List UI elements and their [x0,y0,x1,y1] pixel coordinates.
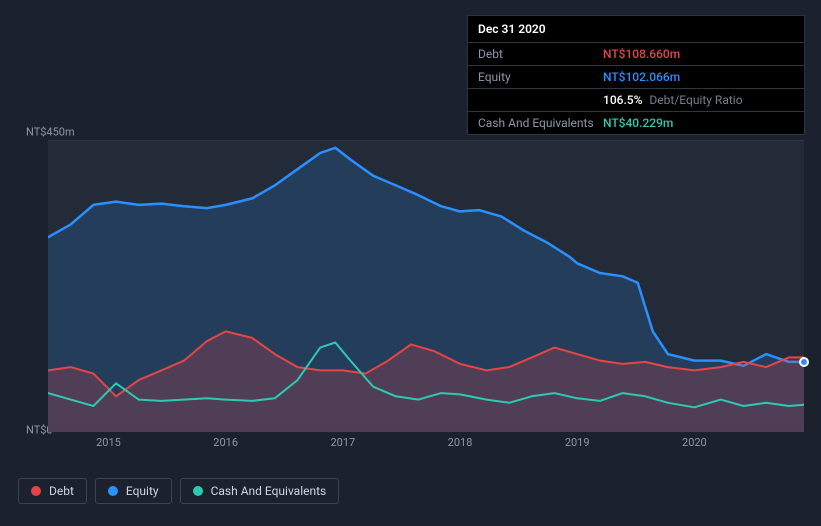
tooltip-row: DebtNT$108.660m [468,43,804,66]
x-tick: 2019 [565,436,590,449]
tooltip-row: Cash And EquivalentsNT$40.229m [468,112,804,134]
y-label-top: NT$450m [26,126,75,139]
tooltip-row-value: NT$108.660m [603,47,680,61]
x-axis: 2015 2016 2017 2018 2019 2020 [48,436,804,456]
tooltip-row: 106.5% Debt/Equity Ratio [468,89,804,112]
chart-area[interactable]: NT$450m NT$0 [18,120,804,432]
legend-swatch [31,486,41,496]
legend-swatch [108,486,118,496]
legend-label: Equity [126,484,159,498]
x-tick: 2015 [96,436,121,449]
selection-marker [799,357,809,367]
tooltip-row-label: Equity [478,70,603,84]
tooltip-rows: DebtNT$108.660mEquityNT$102.066m106.5% D… [468,43,804,134]
tooltip-row-label [478,93,603,107]
legend-item-debt[interactable]: Debt [18,478,87,504]
legend-item-equity[interactable]: Equity [95,478,172,504]
tooltip-row-label: Cash And Equivalents [478,116,603,130]
x-tick: 2017 [330,436,355,449]
x-tick: 2018 [448,436,473,449]
tooltip-row: EquityNT$102.066m [468,66,804,89]
tooltip-row-value: NT$40.229m [603,116,673,130]
x-tick: 2016 [213,436,238,449]
legend-label: Cash And Equivalents [211,484,327,498]
legend: Debt Equity Cash And Equivalents [18,478,339,504]
legend-label: Debt [49,484,74,498]
tooltip-row-value: 106.5% Debt/Equity Ratio [603,93,743,107]
tooltip-date: Dec 31 2020 [468,16,804,43]
tooltip-row-label: Debt [478,47,603,61]
x-tick: 2020 [682,436,707,449]
plot-region[interactable] [48,140,804,432]
legend-item-cash-and-equivalents[interactable]: Cash And Equivalents [180,478,340,504]
data-tooltip: Dec 31 2020 DebtNT$108.660mEquityNT$102.… [467,15,805,135]
chart-svg [48,140,804,432]
legend-swatch [193,486,203,496]
tooltip-row-value: NT$102.066m [603,70,680,84]
